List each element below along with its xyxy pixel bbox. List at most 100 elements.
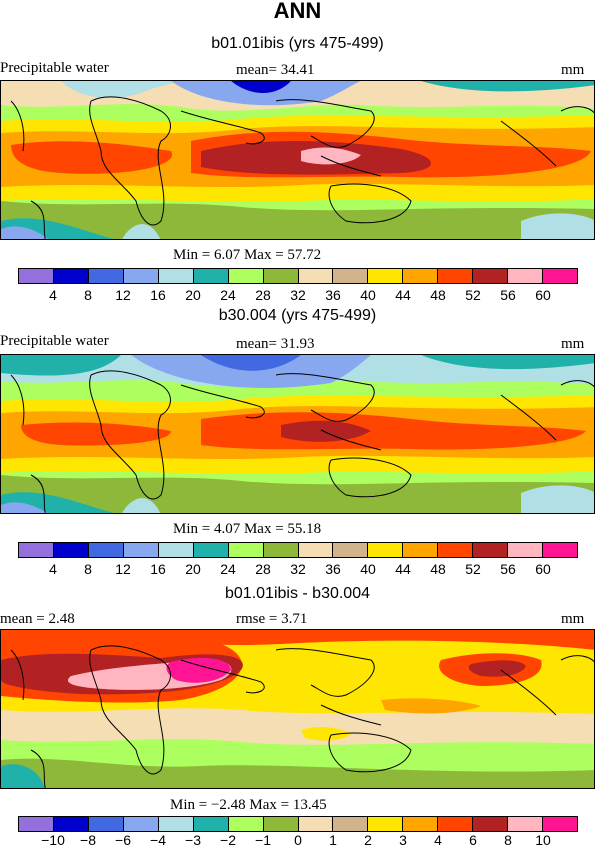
colorbar-tick-label: 32: [290, 287, 306, 303]
panel-2-mean-label: mean= 31.93: [236, 336, 315, 352]
panel-1-colorbar-box: [158, 269, 194, 283]
colorbar-tick-label: 28: [255, 287, 271, 303]
colorbar-tick-label: 52: [465, 561, 481, 577]
colorbar-tick-label: 8: [504, 832, 512, 848]
panel-3-colorbar-box: [158, 817, 194, 831]
panel-2-colorbar-box: [19, 543, 54, 557]
panel-1-colorbar-box: [473, 269, 509, 283]
panel-2-colorbar-box: [158, 543, 194, 557]
panel-3-contour-plot: [1, 630, 594, 788]
panel-2-subtitle: b30.004 (yrs 475-499): [218, 307, 377, 324]
colorbar-tick-label: 1: [329, 832, 337, 848]
panel-1-colorbar-box: [508, 269, 544, 283]
colorbar-tick-label: 44: [395, 561, 411, 577]
panel-2-colorbar-box: [53, 543, 89, 557]
colorbar-tick-label: 16: [150, 287, 166, 303]
panel-2-colorbar-box: [543, 543, 577, 557]
panel-3-colorbar-box: [368, 817, 404, 831]
panel-3-rmse-label: rmse = 3.71: [236, 611, 308, 627]
panel-2-colorbar-box: [298, 543, 334, 557]
colorbar-tick-label: 20: [185, 561, 201, 577]
colorbar-tick-label: 10: [535, 832, 551, 848]
panel-3-colorbar-box: [53, 817, 89, 831]
panel-2-colorbar-box: [88, 543, 124, 557]
panel-2-colorbar-box: [123, 543, 159, 557]
panel-2-colorbar-box: [473, 543, 509, 557]
colorbar-tick-label: 48: [430, 287, 446, 303]
panel-3-colorbar-box: [123, 817, 159, 831]
colorbar-tick-label: 2: [364, 832, 372, 848]
colorbar-tick-label: 56: [500, 287, 516, 303]
colorbar-tick-label: 36: [325, 287, 341, 303]
panel-3-map: [0, 629, 595, 789]
colorbar-tick-label: 24: [220, 287, 236, 303]
colorbar-tick-label: 36: [325, 561, 341, 577]
panel-1-colorbar-box: [53, 269, 89, 283]
panel-3-colorbar-box: [263, 817, 299, 831]
colorbar-tick-label: 28: [255, 561, 271, 577]
panel-3-colorbar-box: [333, 817, 369, 831]
panel-3-colorbar-box: [298, 817, 334, 831]
panel-3-colorbar-box: [193, 817, 229, 831]
panel-1-colorbar-box: [298, 269, 334, 283]
colorbar-tick-label: −1: [255, 832, 271, 848]
panel-2-colorbar-box: [333, 543, 369, 557]
panel-1-colorbar-box: [123, 269, 159, 283]
colorbar-tick-label: 48: [430, 561, 446, 577]
colorbar-tick-label: 8: [84, 561, 92, 577]
colorbar-tick-label: 20: [185, 287, 201, 303]
panel-3-colorbar-ticks: −10 −8 −6 −4 −3 −2 −1 0 1 2 3 4 6 8 10: [18, 832, 578, 850]
panel-3-colorbar: [18, 816, 578, 832]
colorbar-tick-label: 16: [150, 561, 166, 577]
panel-1-colorbar-box: [368, 269, 404, 283]
colorbar-tick-label: −3: [185, 832, 201, 848]
panel-3-colorbar-box: [403, 817, 439, 831]
panel-1-mean-label: mean= 34.41: [236, 62, 315, 78]
colorbar-tick-label: 4: [49, 561, 57, 577]
panel-2-units-label: mm: [561, 336, 585, 352]
panel-1-colorbar-box: [228, 269, 264, 283]
panel-2-colorbar-ticks: 4 8 12 16 20 24 28 32 36 40 44 48 52 56 …: [18, 561, 578, 579]
panel-2-colorbar-box: [193, 543, 229, 557]
colorbar-tick-label: 32: [290, 561, 306, 577]
panel-3-units-label: mm: [561, 611, 585, 627]
panel-2-colorbar-box: [508, 543, 544, 557]
panel-1-colorbar-box: [438, 269, 474, 283]
panel-2-colorbar-box: [263, 543, 299, 557]
colorbar-tick-label: −2: [220, 832, 236, 848]
panel-1-colorbar-box: [193, 269, 229, 283]
panel-2-colorbar-box: [368, 543, 404, 557]
colorbar-tick-label: 6: [469, 832, 477, 848]
colorbar-tick-label: 24: [220, 561, 236, 577]
panel-1-units-label: mm: [561, 62, 585, 78]
panel-2-colorbar-box: [403, 543, 439, 557]
panel-1-map: [0, 80, 595, 240]
panel-1-colorbar: [18, 268, 578, 284]
colorbar-tick-label: 60: [535, 287, 551, 303]
panel-3-colorbar-box: [228, 817, 264, 831]
colorbar-tick-label: 4: [434, 832, 442, 848]
panel-1-subtitle: b01.01ibis (yrs 475-499): [211, 35, 384, 52]
panel-1-colorbar-box: [403, 269, 439, 283]
colorbar-tick-label: 40: [360, 561, 376, 577]
panel-1-contour-plot: [1, 81, 594, 239]
panel-2-contour-plot: [1, 355, 594, 513]
colorbar-tick-label: 8: [84, 287, 92, 303]
panel-1-colorbar-box: [333, 269, 369, 283]
panel-2-variable-label: Precipitable water: [0, 333, 109, 349]
panel-1-colorbar-box: [263, 269, 299, 283]
panel-3-mean-label: mean = 2.48: [0, 611, 75, 627]
panel-1-variable-label: Precipitable water: [0, 60, 109, 76]
colorbar-tick-label: 40: [360, 287, 376, 303]
colorbar-tick-label: 4: [49, 287, 57, 303]
colorbar-tick-label: −4: [150, 832, 166, 848]
panel-3-colorbar-box: [88, 817, 124, 831]
colorbar-tick-label: 44: [395, 287, 411, 303]
panel-1-colorbar-box: [88, 269, 124, 283]
panel-3-colorbar-box: [508, 817, 544, 831]
colorbar-tick-label: 52: [465, 287, 481, 303]
panel-3-colorbar-box: [473, 817, 509, 831]
panel-2-map: [0, 354, 595, 514]
colorbar-tick-label: 3: [399, 832, 407, 848]
figure-title: ANN: [273, 0, 322, 23]
